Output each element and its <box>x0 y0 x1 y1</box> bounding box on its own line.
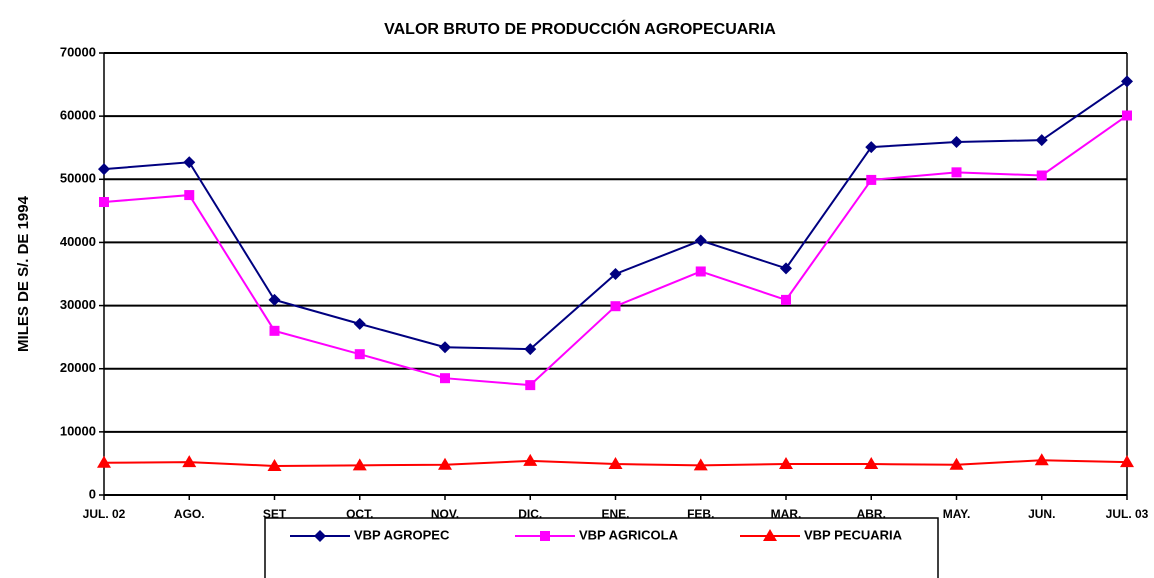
data-point <box>608 457 623 470</box>
data-point <box>1120 455 1134 468</box>
data-point <box>1036 170 1047 181</box>
y-tick-label: 20000 <box>60 360 96 375</box>
data-point <box>779 457 793 470</box>
data-point <box>1035 134 1048 147</box>
data-point <box>524 343 537 356</box>
data-point <box>440 373 450 384</box>
data-point <box>353 317 366 330</box>
chart-title: VALOR BRUTO DE PRODUCCIÓN AGROPECUARIA <box>384 19 776 38</box>
data-point <box>97 455 111 468</box>
data-point <box>183 156 196 169</box>
data-point <box>439 341 451 354</box>
data-point <box>1121 75 1133 88</box>
x-tick-label: JUL. 03 <box>1106 507 1149 521</box>
y-tick-label: 70000 <box>60 44 96 59</box>
legend-label: VBP AGRICOLA <box>579 527 679 542</box>
data-point <box>98 163 110 176</box>
x-tick-label: ENE. <box>601 507 629 521</box>
y-tick-label: 0 <box>89 486 96 501</box>
data-point <box>610 301 621 312</box>
legend-marker <box>763 529 777 541</box>
y-tick-label: 60000 <box>60 108 96 123</box>
series-line <box>103 114 1128 387</box>
x-tick-label: DIC. <box>518 507 542 521</box>
x-tick-label: JUN. <box>1028 507 1055 521</box>
x-tick-label: FEB. <box>687 507 714 521</box>
y-tick-label: 40000 <box>60 234 96 249</box>
data-point <box>609 268 622 280</box>
data-point <box>950 136 963 149</box>
data-point <box>865 141 878 154</box>
data-point <box>781 294 791 305</box>
data-point <box>352 458 367 471</box>
y-axis-label: MILES DE S/. DE 1994 <box>15 195 32 352</box>
data-point <box>523 453 538 466</box>
data-point <box>438 457 452 470</box>
data-point <box>269 325 280 336</box>
data-point <box>780 262 792 275</box>
x-tick-label: OCT. <box>346 507 373 521</box>
data-point <box>184 190 195 201</box>
data-point <box>864 457 879 470</box>
x-tick-label: MAY. <box>943 507 971 521</box>
legend-box <box>264 517 939 578</box>
y-tick-label: 50000 <box>60 171 96 186</box>
data-point <box>694 234 707 247</box>
legend-marker <box>314 530 326 542</box>
y-tick-label: 10000 <box>60 423 96 438</box>
data-point <box>525 380 536 391</box>
data-point <box>695 266 706 277</box>
data-point <box>949 457 964 470</box>
data-point <box>99 197 109 208</box>
data-point <box>1122 110 1132 121</box>
x-tick-label: ABR. <box>857 507 886 521</box>
data-point <box>1034 453 1049 466</box>
x-tick-label: AGO. <box>174 507 205 521</box>
x-tick-label: MAR. <box>771 507 802 521</box>
data-point <box>182 455 197 468</box>
data-point <box>267 458 282 471</box>
legend-label: VBP AGROPEC <box>354 527 450 542</box>
legend-label: VBP PECUARIA <box>804 527 903 542</box>
data-point <box>268 293 281 306</box>
x-tick-label: NOV. <box>431 507 459 521</box>
x-tick-label: SET <box>263 507 287 521</box>
data-point <box>866 174 877 185</box>
data-point <box>354 349 365 360</box>
x-tick-label: JUL. 02 <box>83 507 126 521</box>
data-point <box>693 458 708 471</box>
legend-marker <box>540 531 550 541</box>
y-tick-label: 30000 <box>60 297 96 312</box>
data-point <box>951 167 962 178</box>
